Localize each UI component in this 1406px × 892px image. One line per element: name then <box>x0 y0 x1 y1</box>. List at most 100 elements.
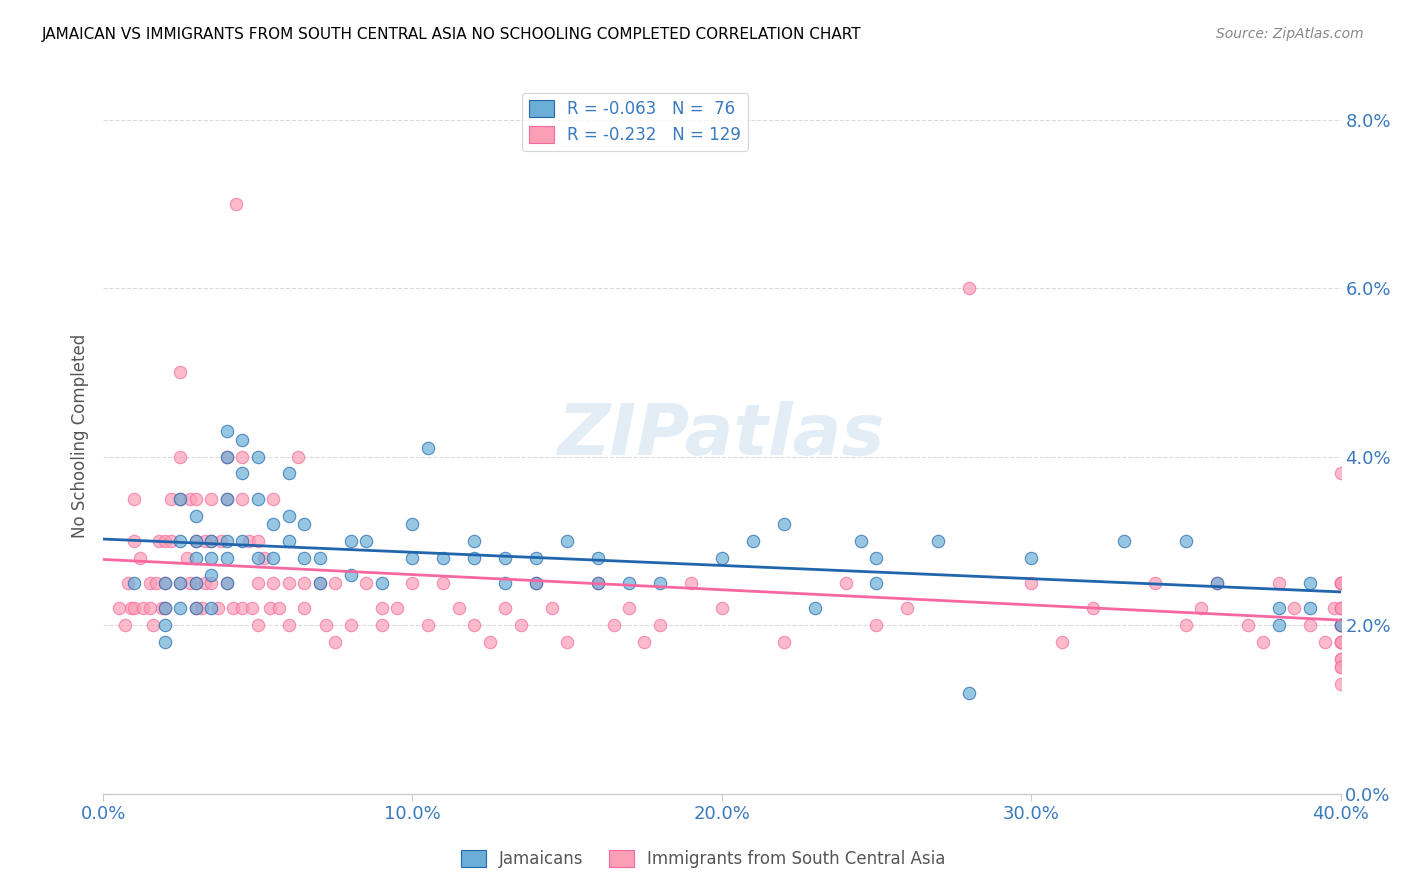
Point <box>1329 652 1351 666</box>
Point <box>200 533 222 548</box>
Point <box>957 685 980 699</box>
Point <box>1189 601 1212 615</box>
Point <box>1267 618 1289 632</box>
Point <box>169 576 191 591</box>
Point <box>834 576 856 591</box>
Point <box>200 567 222 582</box>
Point <box>292 576 315 591</box>
Point <box>1019 550 1042 565</box>
Point <box>231 491 253 506</box>
Point <box>184 576 207 591</box>
Point <box>269 601 291 615</box>
Point <box>184 601 207 615</box>
Point <box>169 491 191 506</box>
Point <box>401 516 423 531</box>
Point <box>385 601 408 615</box>
Point <box>1329 677 1351 691</box>
Point <box>1329 618 1351 632</box>
Text: JAMAICAN VS IMMIGRANTS FROM SOUTH CENTRAL ASIA NO SCHOOLING COMPLETED CORRELATIO: JAMAICAN VS IMMIGRANTS FROM SOUTH CENTRA… <box>42 27 862 42</box>
Point <box>957 281 980 295</box>
Point <box>370 601 392 615</box>
Point <box>586 576 609 591</box>
Point <box>225 197 247 211</box>
Point <box>339 533 361 548</box>
Point <box>262 491 284 506</box>
Point <box>741 533 763 548</box>
Point <box>191 601 214 615</box>
Point <box>277 467 299 481</box>
Point <box>1267 601 1289 615</box>
Point <box>315 618 337 632</box>
Point <box>586 576 609 591</box>
Point <box>1329 635 1351 649</box>
Point <box>153 601 176 615</box>
Point <box>1329 467 1351 481</box>
Point <box>184 491 207 506</box>
Point <box>253 550 276 565</box>
Point <box>215 450 238 464</box>
Point <box>1329 601 1351 615</box>
Point <box>1329 635 1351 649</box>
Point <box>602 618 624 632</box>
Point <box>231 601 253 615</box>
Point <box>262 516 284 531</box>
Point <box>849 533 872 548</box>
Point <box>259 601 281 615</box>
Point <box>401 550 423 565</box>
Point <box>308 576 330 591</box>
Point <box>292 516 315 531</box>
Point <box>200 601 222 615</box>
Text: ZIPatlas: ZIPatlas <box>558 401 886 470</box>
Point <box>1329 635 1351 649</box>
Point <box>1251 635 1274 649</box>
Point <box>463 533 485 548</box>
Point <box>169 533 191 548</box>
Point <box>1329 576 1351 591</box>
Point <box>240 601 263 615</box>
Point <box>138 601 160 615</box>
Point <box>184 533 207 548</box>
Point <box>1329 618 1351 632</box>
Point <box>122 601 145 615</box>
Point <box>401 576 423 591</box>
Point <box>262 576 284 591</box>
Point <box>231 467 253 481</box>
Point <box>478 635 501 649</box>
Point <box>540 601 562 615</box>
Point <box>287 450 309 464</box>
Point <box>179 491 201 506</box>
Point <box>184 550 207 565</box>
Point <box>494 550 516 565</box>
Point <box>617 601 640 615</box>
Point <box>145 576 167 591</box>
Point <box>1329 618 1351 632</box>
Point <box>1298 576 1320 591</box>
Point <box>122 491 145 506</box>
Point <box>184 508 207 523</box>
Point <box>160 491 183 506</box>
Point <box>117 576 139 591</box>
Point <box>354 533 377 548</box>
Point <box>524 576 547 591</box>
Point <box>292 550 315 565</box>
Point <box>277 618 299 632</box>
Point <box>339 618 361 632</box>
Point <box>277 576 299 591</box>
Point <box>142 618 165 632</box>
Point <box>494 576 516 591</box>
Point <box>1282 601 1305 615</box>
Point <box>432 550 454 565</box>
Point <box>184 601 207 615</box>
Point <box>194 533 217 548</box>
Point <box>648 576 671 591</box>
Point <box>308 576 330 591</box>
Point <box>114 618 136 632</box>
Point <box>447 601 470 615</box>
Point <box>215 450 238 464</box>
Point <box>262 550 284 565</box>
Point <box>169 491 191 506</box>
Point <box>1329 652 1351 666</box>
Point <box>215 491 238 506</box>
Point <box>1298 618 1320 632</box>
Point <box>1081 601 1104 615</box>
